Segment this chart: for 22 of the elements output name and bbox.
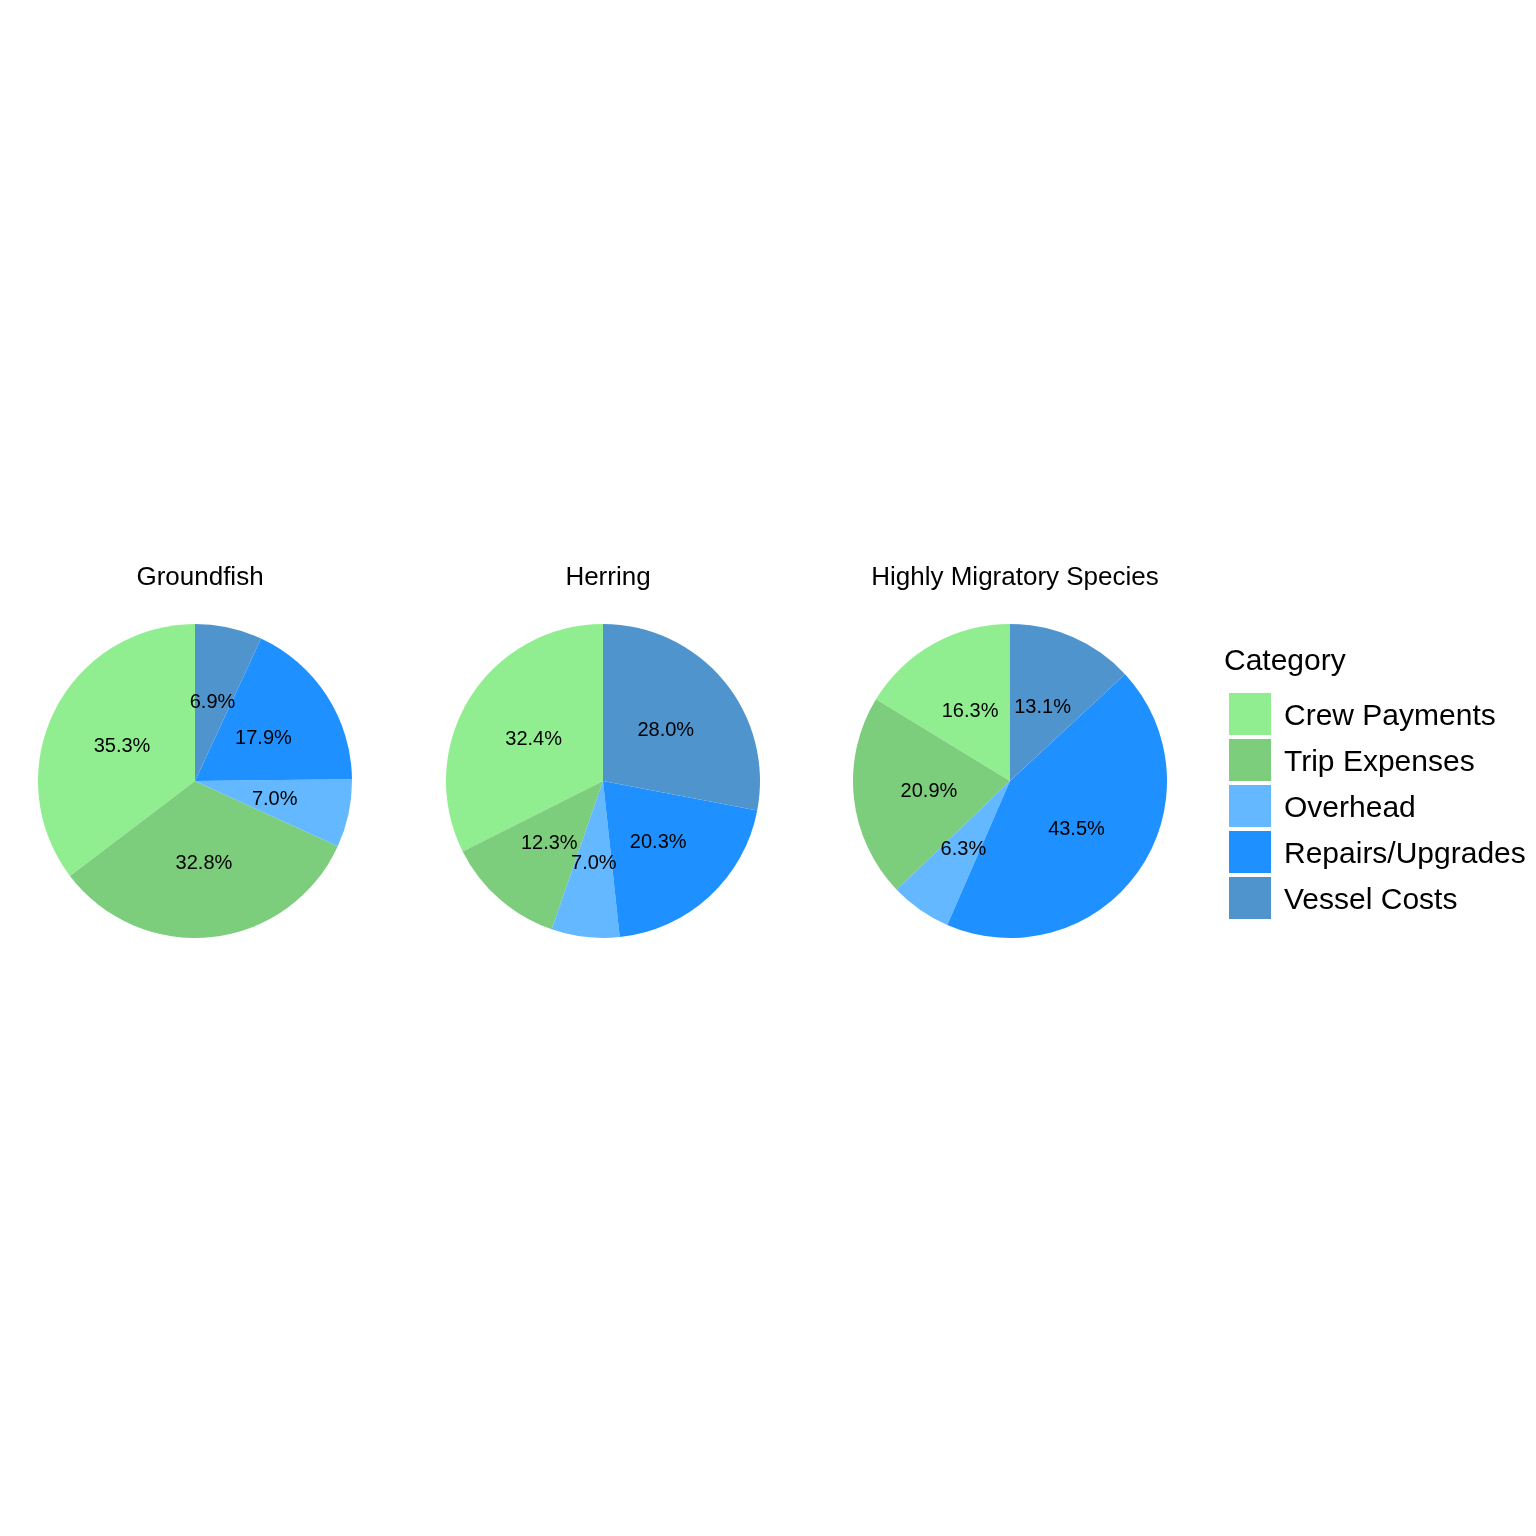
data-label: 17.9% [235, 725, 293, 748]
data-label: 20.9% [900, 778, 958, 801]
data-label: 16.3% [941, 698, 999, 721]
legend-label: Repairs/Upgrades [1284, 835, 1526, 869]
data-label: 6.3% [940, 836, 987, 859]
data-label: 28.0% [637, 718, 695, 741]
data-label: 7.0% [251, 786, 298, 809]
data-label: 35.3% [93, 733, 151, 756]
data-label: 13.1% [1014, 695, 1072, 718]
chart-title: Herring [565, 561, 651, 591]
legend-label: Crew Payments [1284, 697, 1496, 731]
legend-label: Overhead [1284, 789, 1416, 823]
data-label: 20.3% [629, 829, 687, 852]
legend-label: Vessel Costs [1284, 881, 1458, 915]
legend-label: Trip Expenses [1284, 743, 1475, 777]
data-label: 6.9% [189, 690, 236, 713]
data-label: 43.5% [1048, 817, 1106, 840]
data-label: 32.8% [175, 851, 233, 874]
chart-title: Groundfish [136, 561, 264, 591]
chart-title: Highly Migratory Species [871, 561, 1159, 591]
data-label: 32.4% [505, 727, 563, 750]
legend-title: Category [1224, 642, 1346, 676]
